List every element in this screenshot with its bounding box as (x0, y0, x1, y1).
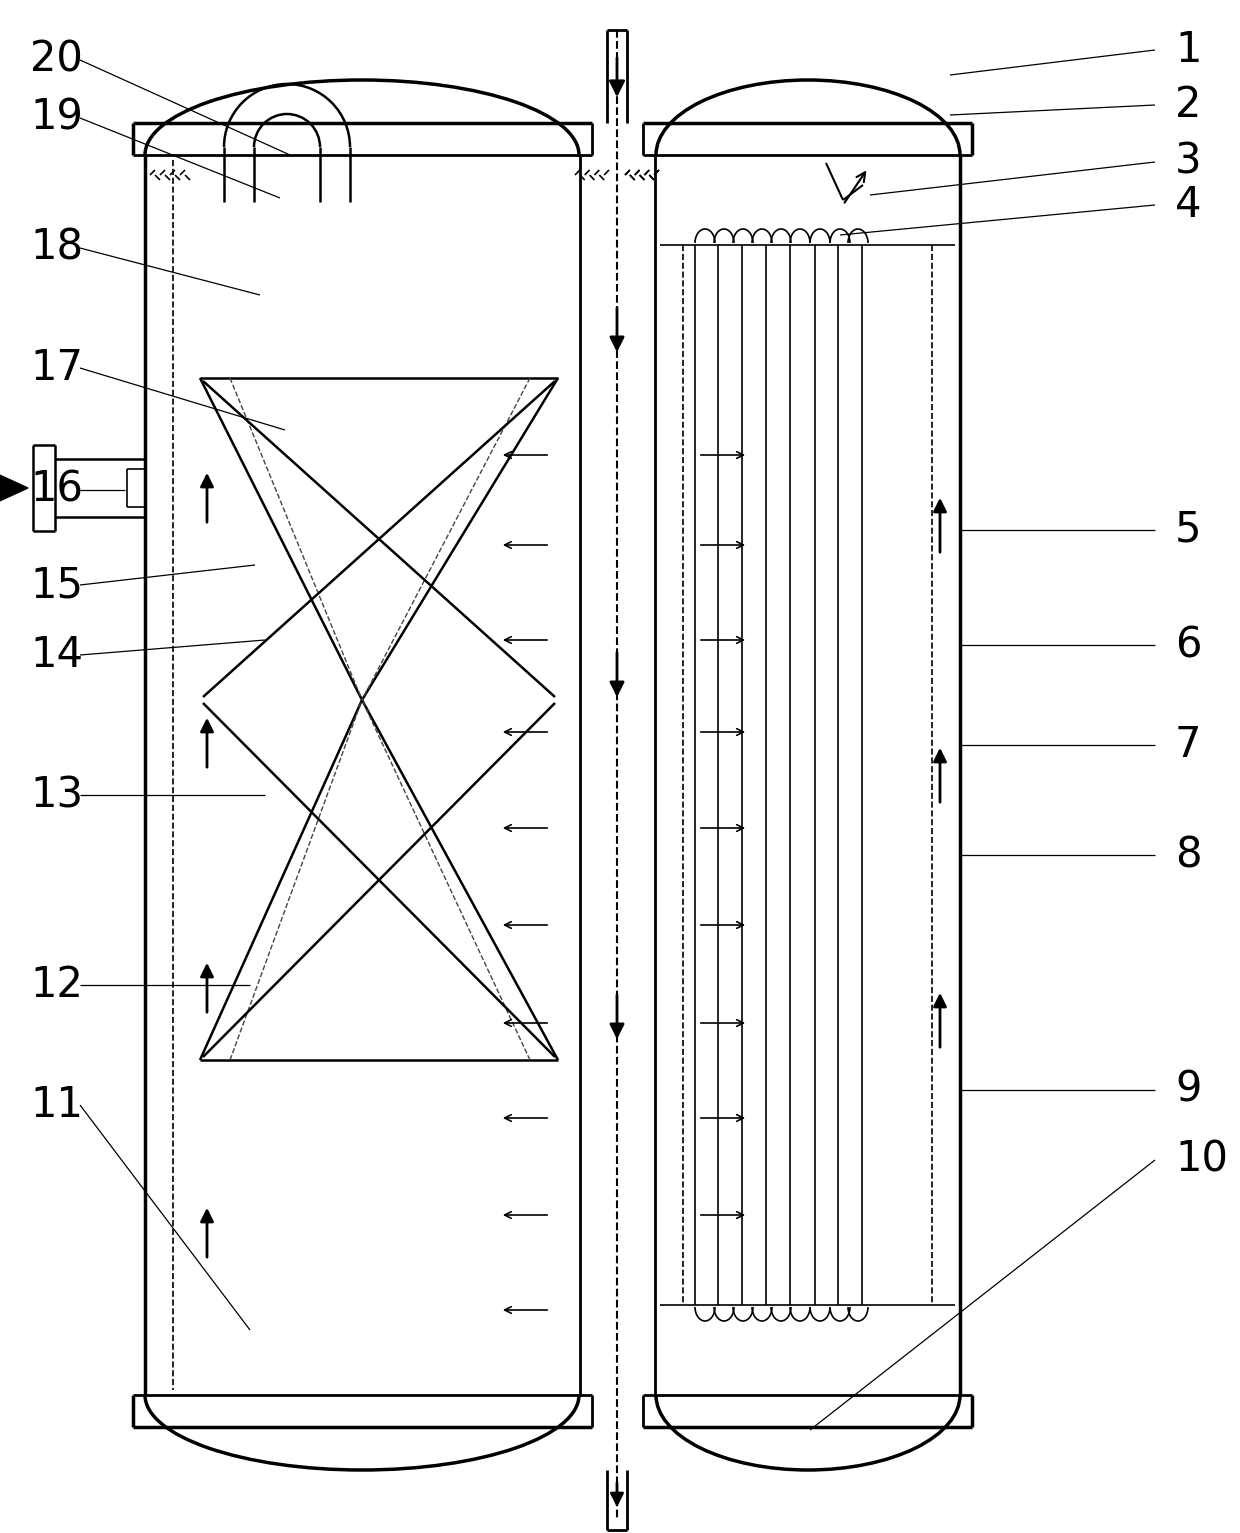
Polygon shape (0, 472, 29, 504)
Text: 12: 12 (30, 964, 83, 1006)
Text: 3: 3 (1176, 141, 1202, 182)
Text: 9: 9 (1176, 1069, 1202, 1111)
Text: 20: 20 (30, 38, 83, 81)
Text: 11: 11 (30, 1084, 83, 1127)
Text: 18: 18 (30, 227, 83, 268)
Text: 16: 16 (30, 469, 83, 510)
Text: 15: 15 (30, 564, 83, 606)
Text: 13: 13 (30, 774, 83, 816)
Text: 17: 17 (30, 346, 83, 389)
Text: 14: 14 (30, 635, 83, 676)
Text: 2: 2 (1176, 84, 1202, 126)
Text: 10: 10 (1176, 1139, 1228, 1180)
Text: 19: 19 (30, 97, 83, 140)
Text: 6: 6 (1176, 624, 1202, 665)
Text: 4: 4 (1176, 184, 1202, 225)
Text: 5: 5 (1176, 509, 1202, 550)
Text: 1: 1 (1176, 29, 1202, 71)
Text: 8: 8 (1176, 834, 1202, 875)
Text: 7: 7 (1176, 724, 1202, 766)
